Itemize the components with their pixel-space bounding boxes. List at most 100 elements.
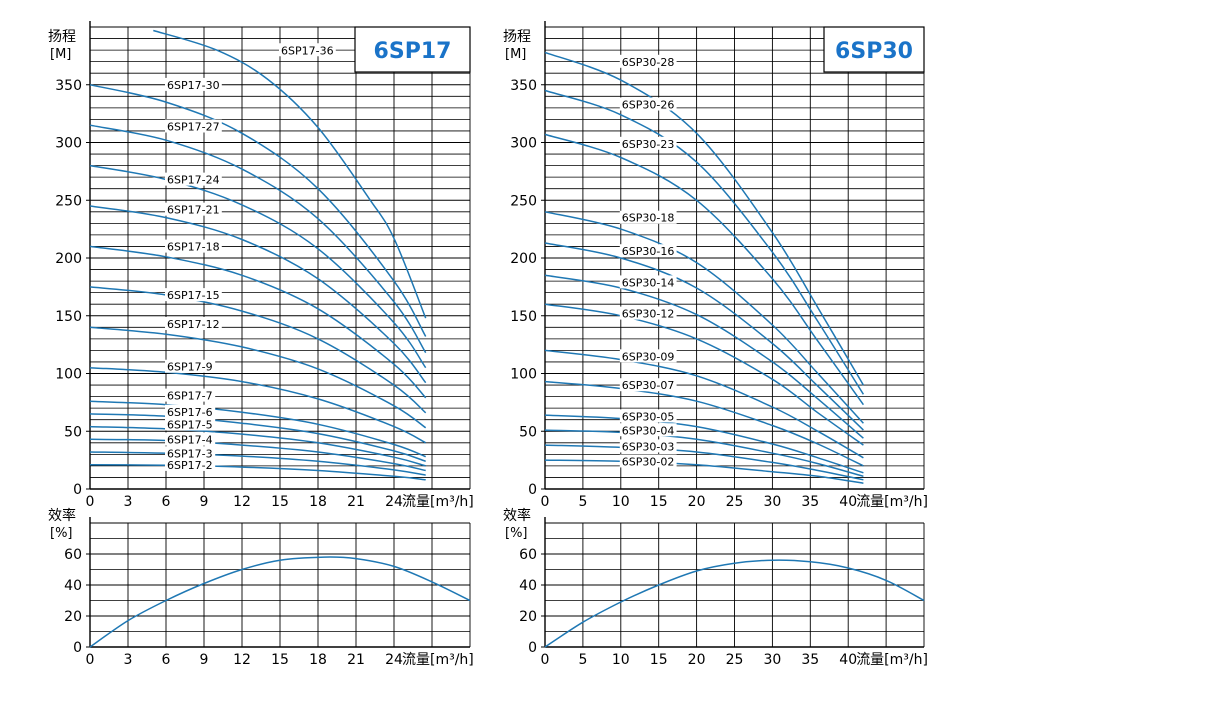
series-label-bg	[165, 404, 216, 418]
series-label: 6SP17-21	[167, 204, 220, 217]
y-tick-label: 100	[55, 367, 82, 383]
series-label-bg	[165, 359, 216, 373]
series-label-bg	[619, 409, 677, 423]
chart-title-box	[354, 26, 471, 73]
x-tick-label: 18	[309, 494, 327, 510]
x-axis-title: 流量[m³/h]	[856, 652, 928, 668]
x-axis-title: 流量[m³/h]	[402, 652, 474, 668]
series-curve	[89, 245, 427, 399]
y-axis-unit: [%]	[505, 526, 528, 541]
x-tick-label: 5	[578, 494, 587, 510]
series-label: 6SP30-18	[622, 212, 675, 225]
series-label-bg	[619, 210, 677, 224]
x-tick-label: 40	[839, 652, 857, 668]
x-tick-label: 35	[801, 652, 819, 668]
series-label: 6SP30-28	[622, 56, 675, 69]
x-tick-label: 15	[271, 652, 289, 668]
x-tick-label: 10	[612, 494, 630, 510]
x-tick-label: 12	[233, 494, 251, 510]
series-curve	[89, 425, 426, 467]
x-tick-label: 18	[309, 652, 327, 668]
x-tick-label: 20	[688, 494, 706, 510]
series-label: 6SP17-9	[167, 361, 213, 374]
y-tick-label: 60	[519, 547, 537, 563]
y-tick-label: 250	[55, 193, 82, 209]
x-tick-label: 10	[612, 652, 630, 668]
y-tick-label: 350	[510, 78, 537, 94]
series-curve	[544, 429, 864, 478]
y-axis-title: 扬程	[503, 29, 531, 45]
series-curve	[89, 286, 427, 414]
series-curve	[544, 242, 864, 431]
series-label: 6SP17-18	[167, 241, 220, 254]
series-label: 6SP30-12	[622, 308, 675, 321]
y-axis-unit: [%]	[50, 526, 73, 541]
y-tick-label: 200	[55, 251, 82, 267]
y-tick-label: 300	[510, 136, 537, 152]
series-label: 6SP17-6	[167, 406, 213, 419]
y-tick-label: 300	[55, 136, 82, 152]
series-label-bg	[165, 316, 222, 330]
series-curve	[544, 459, 864, 484]
series-curve	[544, 51, 865, 386]
series-label-bg	[619, 349, 677, 363]
y-tick-label: 40	[64, 578, 82, 594]
series-label-bg	[165, 77, 222, 91]
series-label: 6SP30-23	[622, 138, 675, 151]
series-curve	[89, 326, 427, 429]
x-tick-label: 30	[763, 494, 781, 510]
series-label: 6SP30-07	[622, 379, 675, 392]
x-tick-label: 9	[200, 652, 209, 668]
x-tick-label: 0	[86, 494, 95, 510]
series-label: 6SP30-05	[622, 410, 675, 423]
x-tick-label: 24	[385, 494, 403, 510]
series-label: 6SP17-36	[281, 44, 334, 57]
y-tick-label: 0	[528, 482, 537, 498]
series-label: 6SP30-02	[622, 455, 675, 468]
series-label: 6SP17-27	[167, 120, 220, 133]
series-curve	[89, 124, 427, 354]
series-curve	[544, 274, 864, 439]
series-label-bg	[619, 275, 677, 289]
series-label: 6SP17-12	[167, 318, 220, 331]
series-curve	[89, 463, 426, 481]
series-label: 6SP17-3	[167, 447, 213, 460]
series-curve	[544, 211, 864, 424]
x-tick-label: 5	[578, 652, 587, 668]
y-tick-label: 50	[64, 424, 82, 440]
series-label: 6SP17-2	[167, 459, 213, 472]
series-curve	[89, 164, 427, 369]
series-label-bg	[279, 43, 336, 57]
series-label: 6SP17-24	[167, 174, 220, 187]
series-label-bg	[619, 423, 677, 437]
y-tick-label: 150	[510, 309, 537, 325]
chart-panel-6sp17-eff: 0 20 40 60 0 3 6 9 12 15 18 21 24 流量[m³/h] 效率 [%]	[48, 507, 474, 668]
series-curve	[89, 451, 426, 476]
x-tick-label: 30	[763, 652, 781, 668]
x-tick-label: 3	[124, 494, 133, 510]
series-label: 6SP30-16	[622, 245, 675, 258]
x-tick-label: 12	[233, 652, 251, 668]
chart-title: 6SP17	[374, 39, 452, 64]
series-curve	[89, 84, 427, 337]
series-label-bg	[165, 417, 216, 431]
x-tick-label: 0	[541, 652, 550, 668]
series-curve	[544, 89, 865, 395]
series-label-bg	[619, 439, 677, 453]
series-curve	[89, 205, 427, 384]
x-tick-label: 15	[650, 494, 668, 510]
series-label-bg	[619, 306, 677, 320]
series-label: 6SP30-14	[622, 276, 675, 289]
series-label: 6SP30-03	[622, 440, 675, 453]
series-label-bg	[165, 119, 222, 133]
series-curve	[544, 349, 864, 459]
x-tick-label: 9	[200, 494, 209, 510]
series-label-bg	[165, 239, 222, 253]
y-tick-label: 20	[64, 609, 82, 625]
series-curve	[89, 366, 427, 444]
series-label-bg	[619, 244, 677, 258]
y-tick-label: 0	[528, 640, 537, 656]
series-curve	[544, 444, 864, 481]
